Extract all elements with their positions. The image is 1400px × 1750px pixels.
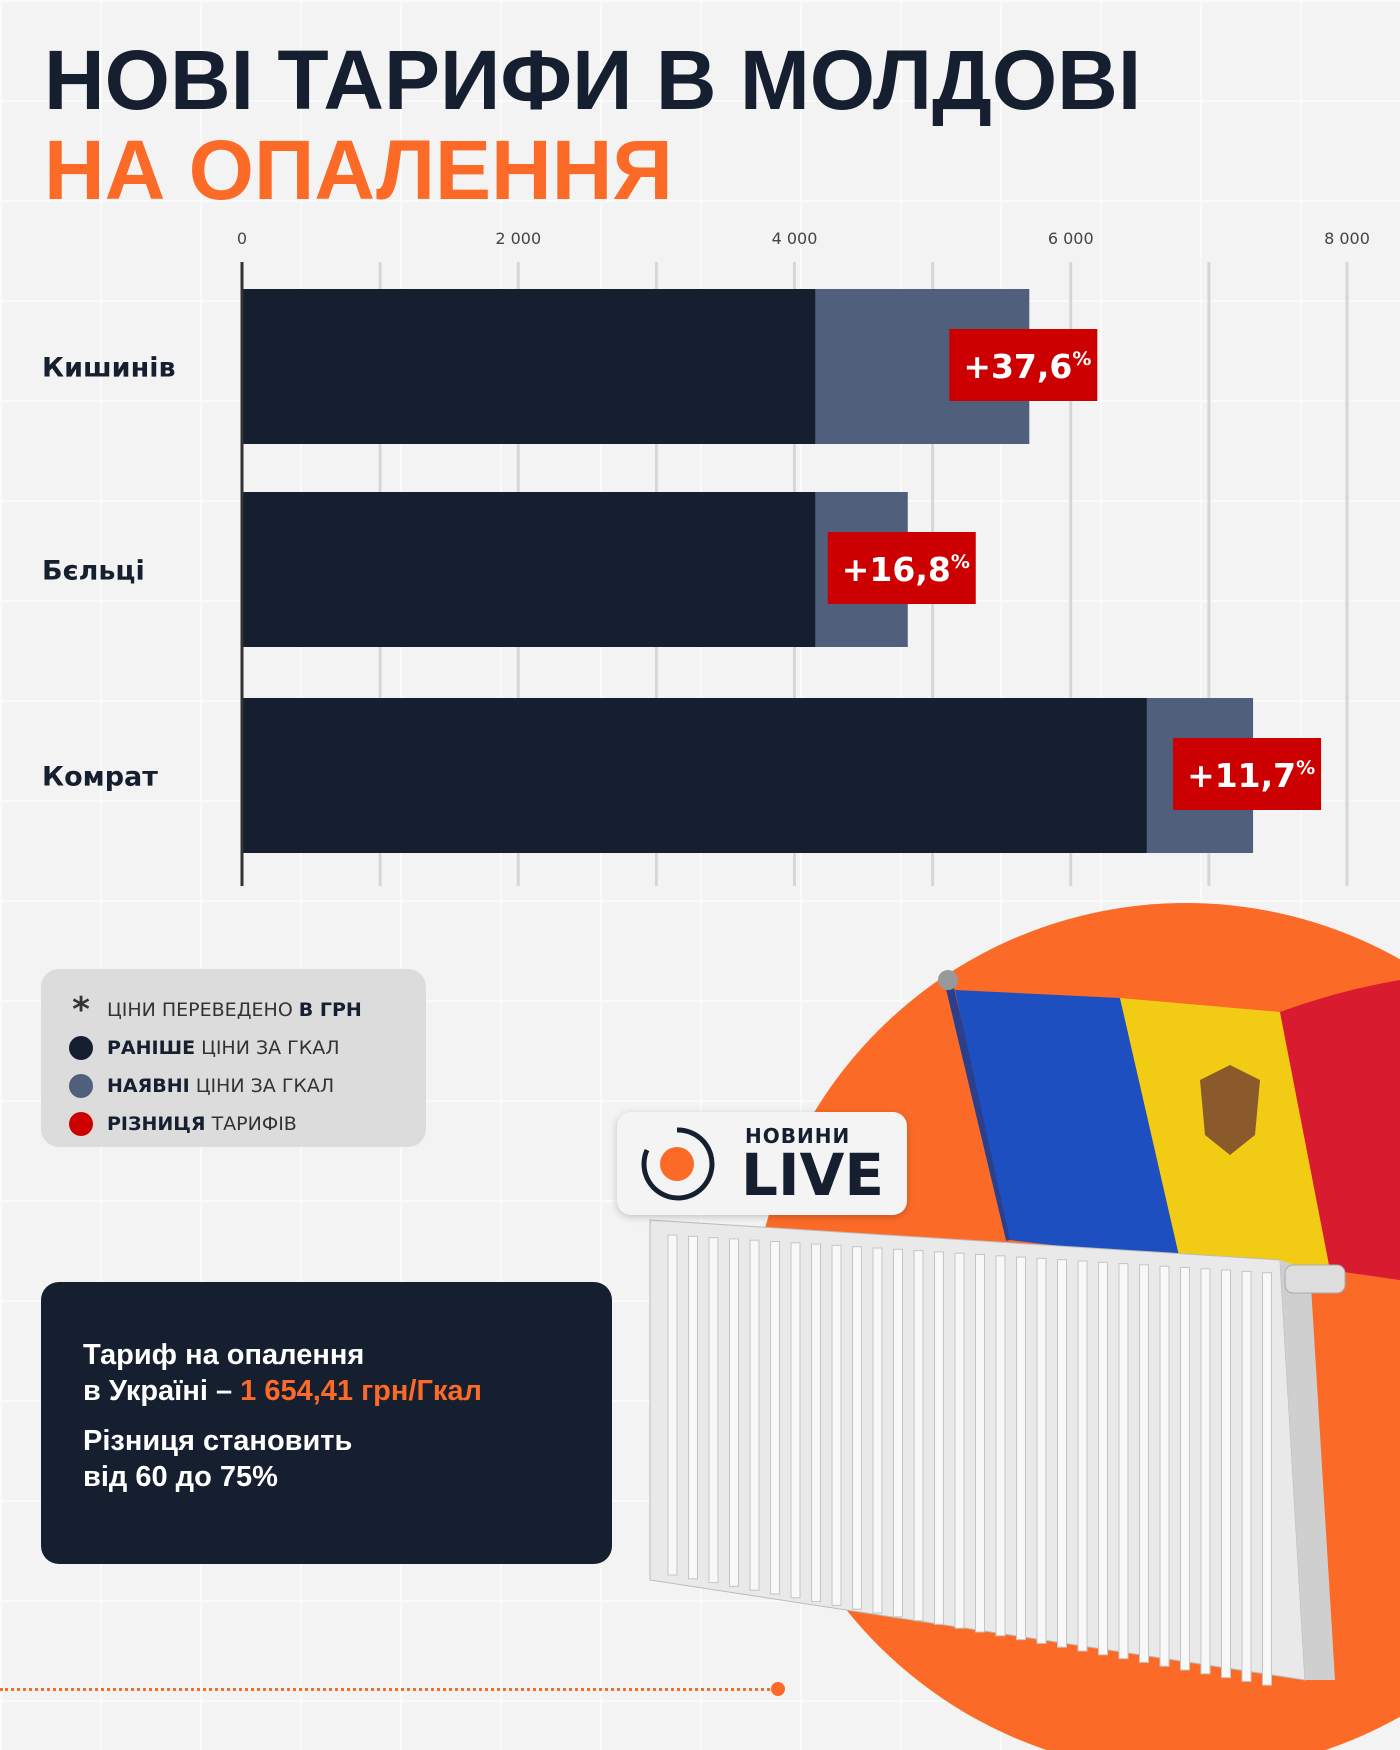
x-tick-label: 2 000 — [495, 229, 541, 248]
radiator-fin — [811, 1243, 821, 1603]
radiator-fin — [1180, 1267, 1190, 1671]
radiator-fin — [1241, 1270, 1252, 1682]
radiator-flag-illustration — [649, 970, 1400, 1686]
radiator-fin — [1098, 1261, 1108, 1656]
radiator-fin — [893, 1248, 903, 1618]
radiator-fin — [1036, 1257, 1047, 1644]
novyny-live-logo: НОВИНИ LIVE — [617, 1112, 907, 1215]
live-logo-icon — [641, 1127, 715, 1201]
info-line: в Україні – 1 654,41 грн/Гкал — [83, 1375, 482, 1407]
dot-icon — [69, 1074, 93, 1098]
radiator-fin — [872, 1247, 883, 1614]
info-line: від 60 до 75% — [83, 1461, 278, 1493]
radiator-fin — [1200, 1268, 1211, 1675]
radiator-fin — [1139, 1264, 1149, 1663]
radiator-fin — [1057, 1259, 1067, 1648]
difference-label: +37,6% — [963, 347, 1091, 386]
radiator-fin — [1221, 1269, 1231, 1679]
x-tick-label: 6 000 — [1048, 229, 1094, 248]
radiator-fin — [852, 1246, 862, 1610]
bar-chart: 0 2 000 4 000 6 000 8 000 Кишинів +37,6% Бєльці… — [42, 229, 1370, 886]
title-line-2: НА ОПАЛЕННЯ — [44, 123, 673, 217]
divider-end-dot — [771, 1682, 785, 1696]
radiator-fin — [708, 1237, 719, 1584]
radiator-fin — [688, 1235, 698, 1580]
title-line-1: НОВІ ТАРИФИ В МОЛДОВІ — [44, 33, 1142, 127]
radiator-fin — [934, 1251, 944, 1625]
x-tick-label: 0 — [237, 229, 247, 248]
dotted-divider — [0, 1688, 775, 1691]
x-tick-label: 4 000 — [772, 229, 818, 248]
difference-badge — [1173, 738, 1322, 810]
radiator-fin — [790, 1242, 801, 1599]
bar-before — [242, 698, 1147, 853]
radiator-fin — [831, 1244, 842, 1606]
radiator-fin — [729, 1238, 739, 1587]
radiator-fin — [749, 1239, 760, 1591]
moldova-flag — [938, 970, 1400, 1280]
dot-icon — [69, 1112, 93, 1136]
difference-label: +16,8% — [842, 550, 970, 589]
legend: * ЦІНИ ПЕРЕВЕДЕНО В ГРН РАНІШЕ ЦІНИ ЗА ГКА… — [41, 969, 426, 1147]
radiator-fin — [667, 1234, 678, 1576]
radiator-fin — [1159, 1265, 1170, 1667]
radiator-fin — [1118, 1263, 1129, 1660]
category-label: Кишинів — [42, 353, 176, 384]
radiator-fin — [975, 1254, 985, 1633]
bar-before — [242, 289, 816, 444]
bar-before — [242, 492, 816, 647]
info-line: Різниця становить — [83, 1425, 353, 1457]
category-label: Комрат — [42, 762, 158, 793]
radiator-fin — [954, 1252, 965, 1629]
info-line: Тариф на опалення — [83, 1339, 365, 1371]
radiator-fin — [770, 1241, 780, 1595]
x-tick-label: 8 000 — [1324, 229, 1370, 248]
radiator-fin — [1016, 1256, 1026, 1641]
difference-label: +11,7% — [1187, 756, 1315, 795]
ukraine-tariff: 1 654,41 грн/Гкал — [240, 1375, 482, 1407]
legend-note: * ЦІНИ ПЕРЕВЕДЕНО В ГРН — [69, 991, 426, 1029]
difference-badge — [827, 532, 976, 604]
dot-icon — [69, 1036, 93, 1060]
asterisk-icon: * — [72, 990, 90, 1030]
category-label: Бєльці — [42, 556, 145, 587]
legend-item-before: РАНІШЕ ЦІНИ ЗА ГКАЛ — [69, 1029, 426, 1067]
legend-item-difference: РІЗНИЦЯ ТАРИФІВ — [69, 1105, 426, 1143]
radiator-fin — [913, 1250, 924, 1622]
radiator — [649, 1219, 1346, 1686]
radiator-fin — [995, 1255, 1006, 1637]
radiator-fin — [1077, 1260, 1088, 1652]
legend-item-current: НАЯВНІ ЦІНИ ЗА ГКАЛ — [69, 1067, 426, 1105]
radiator-fin — [1262, 1272, 1272, 1686]
difference-badge — [949, 329, 1098, 401]
info-box: Тариф на опалення в Україні – 1 654,41 г… — [41, 1282, 612, 1564]
